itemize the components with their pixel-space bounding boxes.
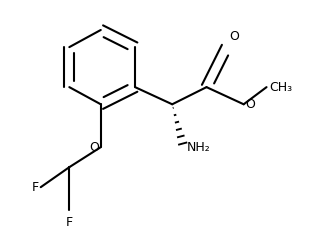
Text: CH₃: CH₃ <box>269 81 293 94</box>
Text: F: F <box>66 216 73 229</box>
Text: O: O <box>90 141 99 154</box>
Text: NH₂: NH₂ <box>187 141 210 154</box>
Text: O: O <box>229 30 239 43</box>
Text: F: F <box>32 181 39 194</box>
Text: O: O <box>245 98 255 111</box>
